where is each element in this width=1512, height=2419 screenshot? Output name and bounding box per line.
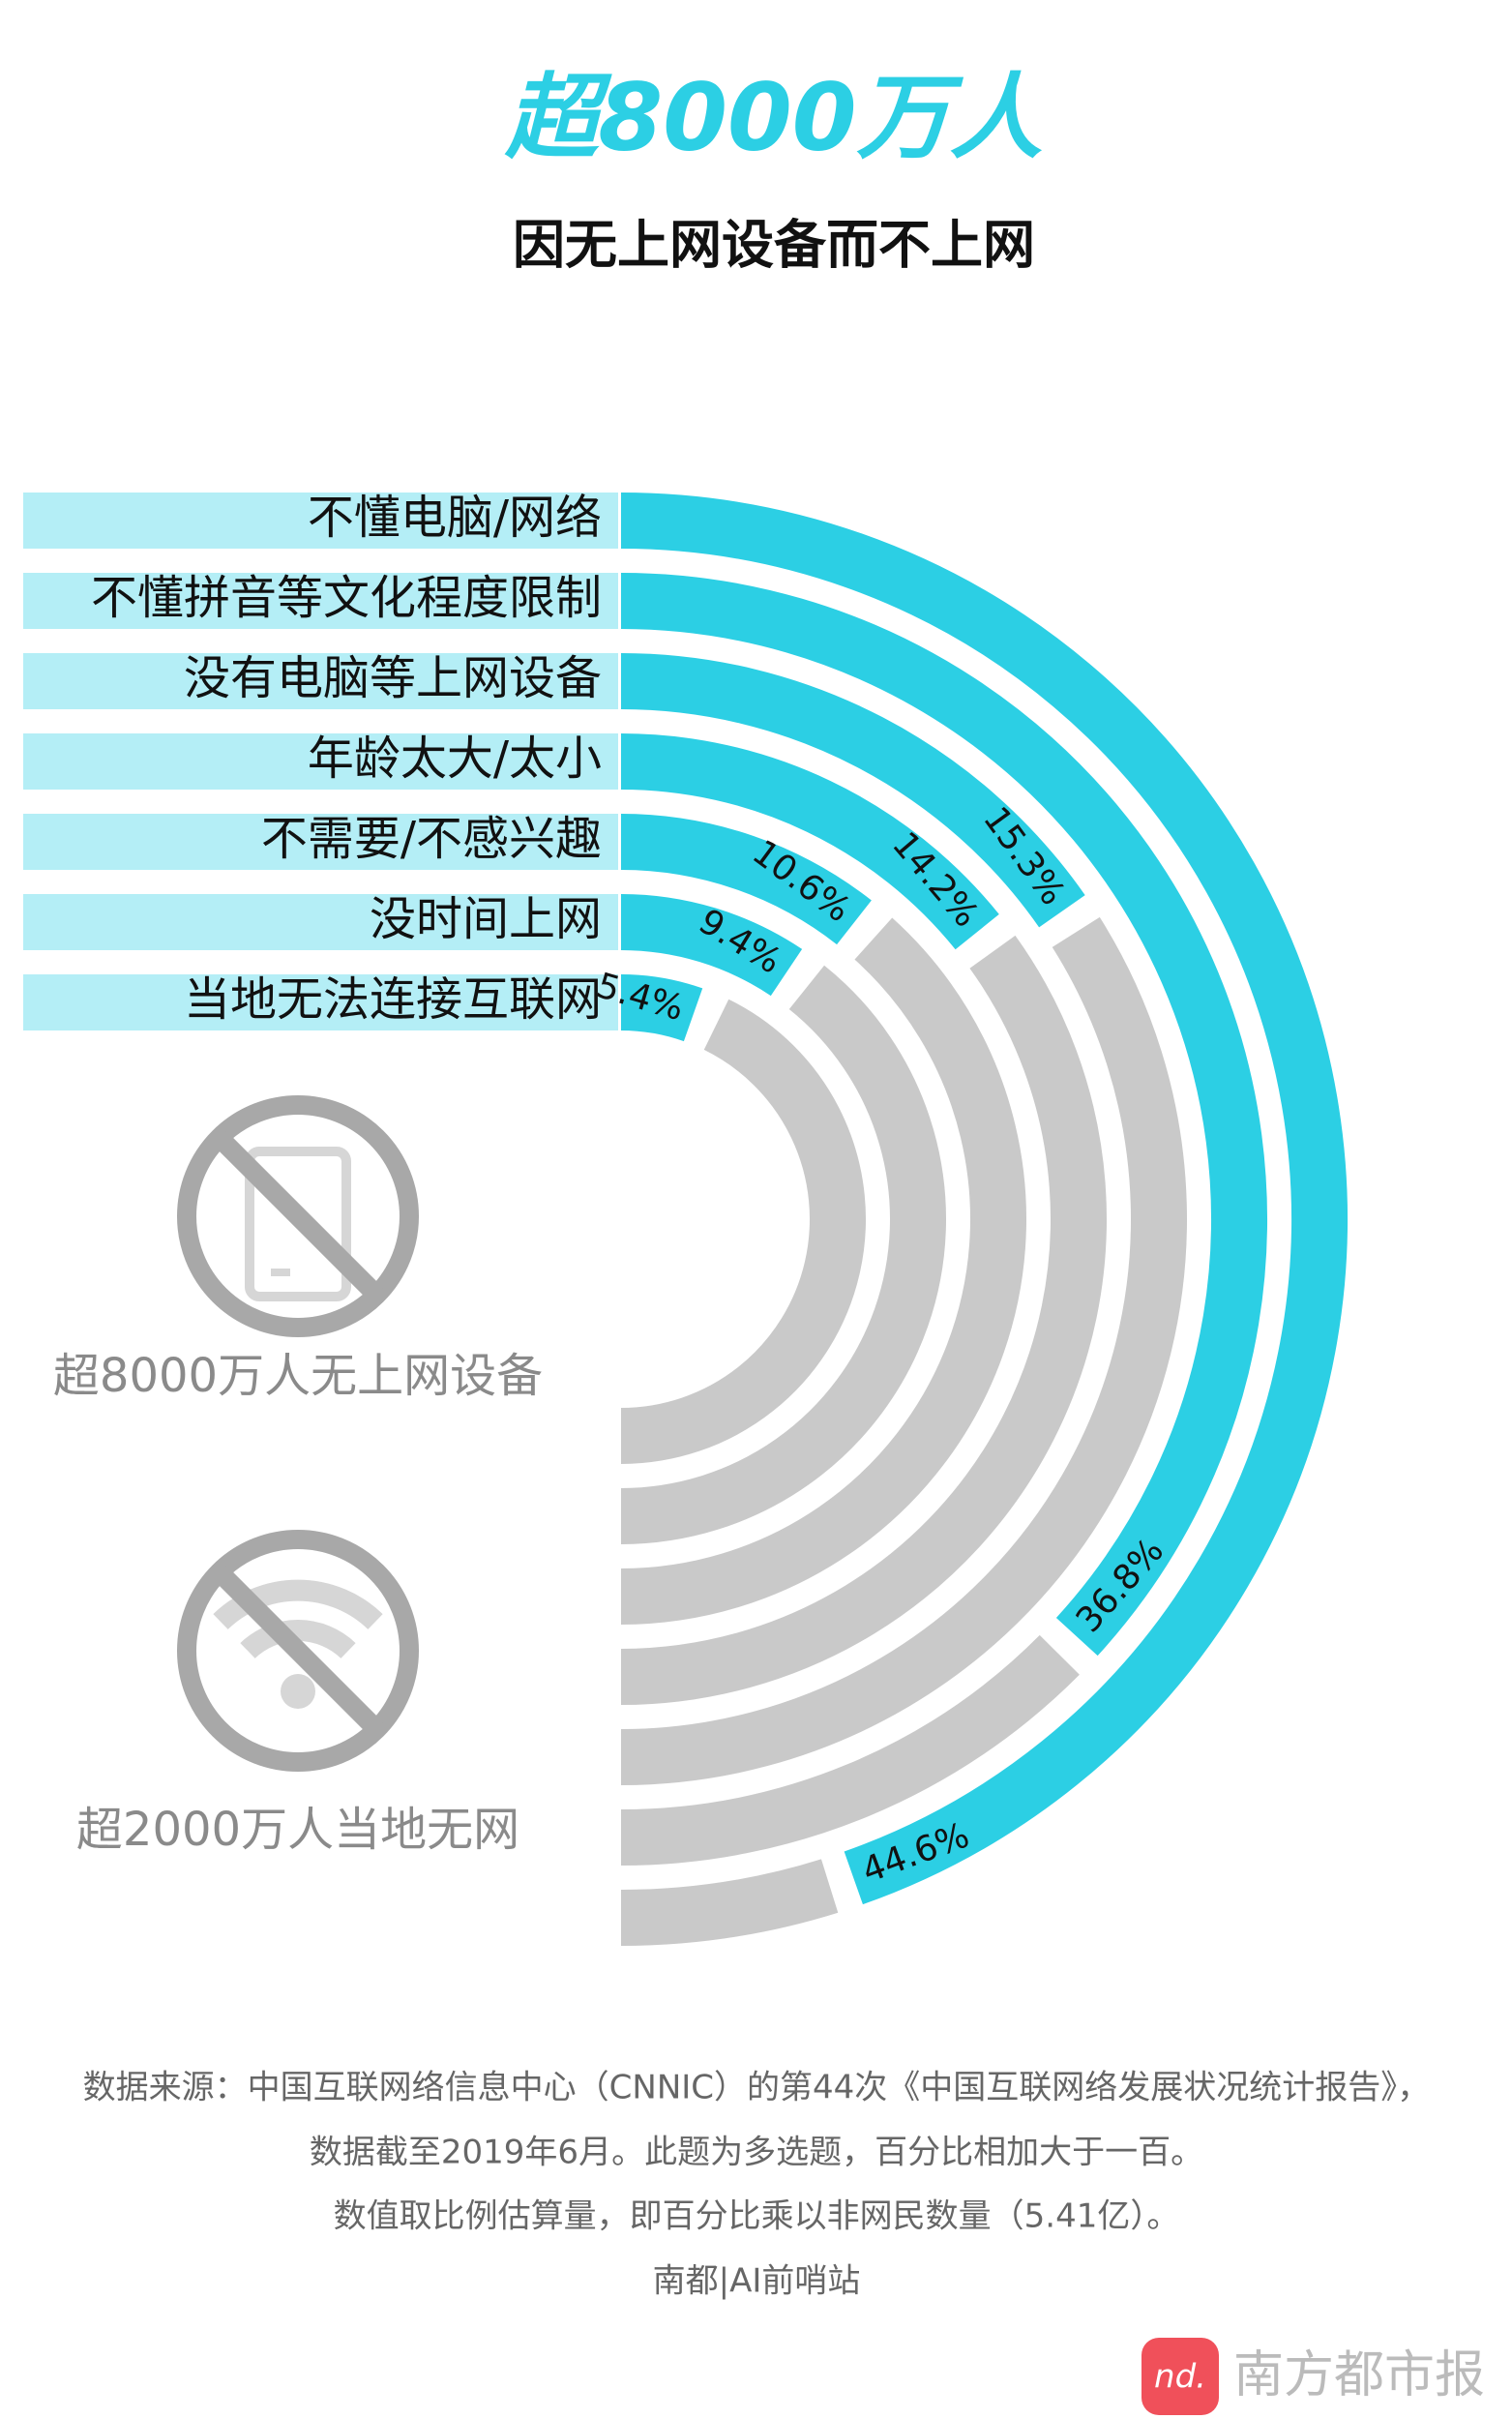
category-band: [23, 733, 618, 790]
bar: [620, 733, 999, 950]
note: 数据截至2019年6月。此题为多选题，百分比相加大于一百。: [310, 2134, 1203, 2172]
chart-title: 超8000万人: [504, 63, 1042, 171]
bar: [620, 894, 803, 997]
bar: [620, 653, 1085, 928]
bar: [620, 814, 872, 945]
category-label: 不懂电脑/网络: [308, 491, 602, 545]
no-wifi-icon: [177, 1530, 419, 1772]
track: [620, 1859, 839, 1946]
track: [620, 999, 866, 1464]
credit: 南都|AI前哨站: [653, 2262, 861, 2301]
track: [620, 1634, 1080, 1866]
logo-glyph: nd.: [1154, 2358, 1206, 2397]
category-label: 不需要/不感兴趣: [261, 812, 602, 866]
category-label: 没有电脑等上网设备: [184, 651, 602, 705]
category-band: [23, 814, 618, 870]
category-band: [23, 493, 618, 549]
logo-mark: [1141, 2338, 1219, 2415]
bar: [620, 974, 703, 1042]
annotation: 超8000万人无上网设备: [53, 1349, 543, 1403]
category-band: [23, 653, 618, 709]
category-band: [23, 573, 618, 629]
no-device-icon: [177, 1095, 419, 1337]
category-band: [23, 974, 618, 1030]
logo-text: 南方都市报: [1233, 2346, 1485, 2404]
category-label: 当地无法连接互联网: [184, 972, 602, 1027]
category-label: 没时间上网: [370, 892, 602, 946]
category-label: 年龄太大/太小: [308, 732, 602, 786]
track: [620, 965, 946, 1544]
bar: [620, 573, 1267, 1657]
chart-subtitle: 因无上网设备而不上网: [513, 215, 1035, 276]
track: [620, 935, 1107, 1705]
annotation: 超2000万人当地无网: [76, 1803, 519, 1857]
note: 数据来源：中国互联网络信息中心（CNNIC）的第44次《中国互联网络发展状况统计…: [83, 2069, 1431, 2107]
category-label: 不懂拼音等文化程度限制: [91, 571, 602, 625]
category-band: [23, 894, 618, 950]
track: [620, 916, 1187, 1785]
bar: [620, 493, 1348, 1905]
note: 数值取比例估算量，即百分比乘以非网民数量（5.41亿）。: [334, 2197, 1180, 2236]
track: [620, 917, 1026, 1625]
